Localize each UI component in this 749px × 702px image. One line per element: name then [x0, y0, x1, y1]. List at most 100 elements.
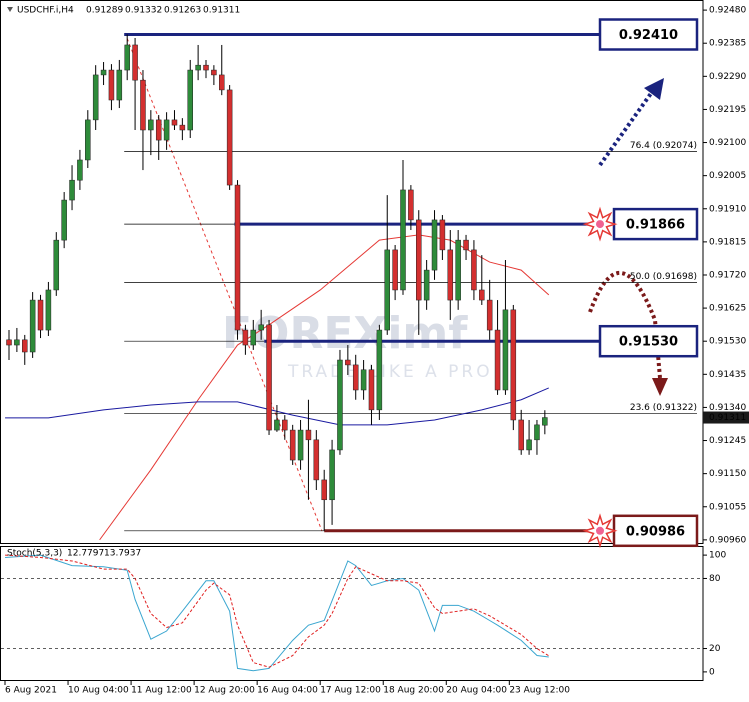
x-tick-label: 23 Aug 12:00: [509, 686, 570, 696]
candle-body: [431, 219, 438, 271]
candle-body: [116, 69, 123, 101]
y-tick-label: 0.91530: [709, 337, 746, 347]
candle-body: [179, 124, 186, 131]
candle-body: [155, 119, 162, 141]
candle-body: [486, 299, 493, 331]
candle-body: [242, 329, 249, 346]
y-tick-label: 0.92480: [709, 6, 746, 16]
level-box: [612, 514, 699, 548]
x-tick-label: 17 Aug 12:00: [320, 686, 381, 696]
candle-body: [423, 269, 430, 301]
candle-body: [479, 289, 485, 301]
x-tick-label: 11 Aug 12:00: [131, 686, 192, 696]
burst-core: [596, 220, 604, 229]
candle-body: [352, 364, 359, 391]
candle-body: [534, 424, 540, 441]
candle-body: [447, 249, 454, 301]
candle-body: [6, 339, 12, 346]
candle-body: [321, 479, 327, 501]
candle-body: [471, 249, 477, 291]
up-arrow-head: [644, 78, 664, 100]
plot: 0.92480 0.92385 0.92290 0.92195 0.92100 0.920…: [1, 6, 749, 696]
candle-body: [258, 324, 264, 331]
level-label: 0.90986: [626, 524, 685, 539]
candle-body: [494, 329, 501, 391]
candle-body: [518, 419, 524, 451]
y-tick-label: 0.91720: [709, 270, 746, 280]
candle-body: [439, 219, 446, 251]
candle-body: [266, 324, 272, 431]
y-tick-label: 0.91815: [709, 237, 746, 247]
candle-body: [100, 69, 107, 76]
candle-body: [463, 239, 469, 251]
candle-body: [124, 44, 130, 71]
candle-body: [22, 339, 28, 353]
candle-body: [171, 119, 178, 126]
fib-label: 23.6 (0.91322): [630, 403, 697, 413]
candle-body: [510, 309, 517, 421]
candle-body: [203, 64, 209, 71]
y-tick-label: 0.91245: [709, 436, 746, 446]
candle-body: [29, 299, 36, 353]
y-tick-label: 0.92195: [709, 105, 746, 115]
x-tick-label: 12 Aug 20:00: [194, 686, 255, 696]
indicator-tick-label: 100: [709, 551, 726, 561]
candle-body: [416, 219, 422, 301]
down-arrow-head: [652, 378, 668, 396]
indicator-tick-label: 0: [709, 667, 715, 677]
ohlc-open: 0.91289: [86, 6, 123, 16]
candle-body: [234, 184, 241, 331]
moving-average: [5, 387, 549, 426]
x-tick-label: 10 Aug 04:00: [68, 686, 129, 696]
candle-body: [108, 69, 115, 101]
indicator-tick-label: 20: [709, 644, 721, 654]
candle-body: [69, 179, 75, 201]
indicator-line: [5, 554, 550, 668]
candle-body: [313, 439, 320, 481]
y-tick-label: 0.91910: [709, 204, 746, 214]
indicator-panel: [0, 546, 704, 681]
x-tick-label: 20 Aug 04:00: [446, 686, 507, 696]
candle-body: [289, 429, 296, 461]
y-tick-label: 0.91340: [709, 403, 746, 413]
symbol-icon: [7, 7, 13, 12]
candle-body: [368, 369, 375, 411]
price-marker: [703, 411, 749, 424]
candle-body: [526, 439, 532, 451]
level-label: 0.91866: [626, 218, 685, 233]
y-tick-label: 0.91055: [709, 502, 746, 512]
candle-body: [14, 339, 20, 346]
indicator-line: [5, 554, 549, 672]
candle-body: [282, 419, 288, 431]
ohlc-close: 0.91311: [203, 6, 240, 16]
burst-core: [596, 526, 604, 535]
watermark-brand: FOREXimf: [222, 308, 468, 359]
x-tick-label: 6 Aug 2021: [5, 686, 57, 696]
candle-body: [305, 429, 312, 441]
up-arrow: [598, 90, 654, 167]
y-tick-label: 0.92290: [709, 72, 746, 82]
candle-body: [337, 359, 343, 451]
indicator-main-value: 12.7797: [67, 549, 104, 559]
fib-label: 50.0 (0.91698): [630, 272, 697, 282]
down-arrow: [588, 270, 662, 379]
level-box: [598, 324, 699, 358]
price-marker-label: 0.91311: [709, 413, 746, 423]
ohlc-low: 0.91263: [164, 6, 201, 16]
candle-body: [219, 74, 225, 91]
main-panel: [0, 0, 704, 544]
candle-body: [140, 79, 146, 131]
moving-average: [99, 234, 550, 541]
fib-trend-line: [124, 32, 323, 532]
y-tick-label: 0.92005: [709, 171, 746, 181]
y-tick-label: 0.91150: [709, 469, 746, 479]
candle-body: [37, 299, 44, 331]
candle-body: [45, 289, 52, 331]
candle-body: [211, 69, 217, 76]
candle-body: [132, 44, 138, 81]
candle-body: [408, 189, 414, 221]
candle-body: [392, 249, 398, 291]
x-tick-label: 18 Aug 20:00: [383, 686, 444, 696]
candle-body: [53, 239, 60, 291]
